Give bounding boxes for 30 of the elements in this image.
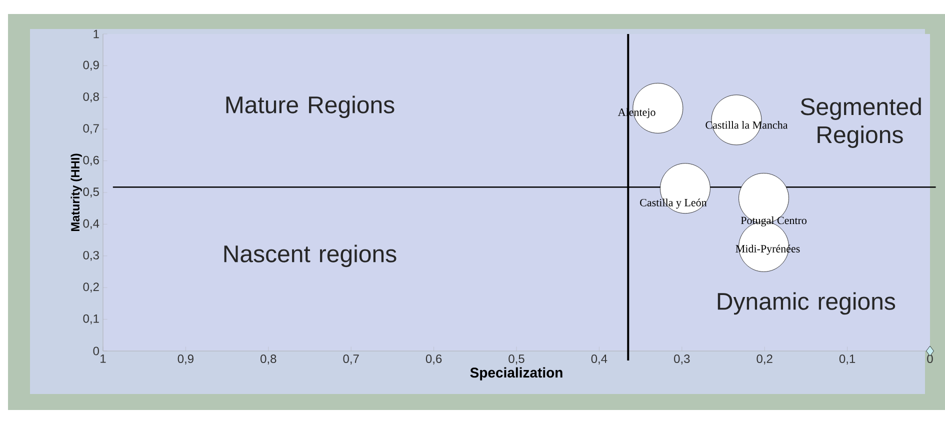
annotation: Dynamic regions [718,292,896,315]
x-tick-label: 0,1 [839,354,856,364]
x-tick-label: 0,7 [343,354,359,364]
y-tick-label: 0,2 [83,282,99,293]
annotation: Segmented Regions [800,98,921,148]
y-tick-label: 1 [94,30,99,38]
x-tick-label: 0,4 [591,354,608,364]
annotation: Mature Regions [226,96,394,118]
annotation: Castilla la Mancha [706,121,788,129]
y-tick-label: 0,1 [83,314,99,324]
x-tick-label: 0,6 [426,354,442,364]
y-tick-label: 0 [93,346,99,356]
x-tick-label: 0,3 [674,354,690,364]
x-tick-label: 0,8 [260,354,276,364]
y-tick-label: 0,9 [83,60,99,71]
x-tick-label: 0,2 [756,354,772,364]
annotation: Castilla y León [640,198,707,209]
x-tick-label: 0,5 [508,354,524,364]
x-axis-title: Specialization [470,367,562,380]
x-tick-label: 0 [927,354,933,364]
y-tick-label: 0,7 [83,124,99,134]
y-tick-label: 0,5 [83,188,99,198]
y-tick-label: 0,3 [83,250,99,261]
y-tick-label: 0,6 [83,156,99,166]
y-axis-title: Maturity (HHI) [70,154,82,232]
y-tick-label: 0,8 [83,92,99,102]
y-tick-label: 0,4 [83,219,100,230]
x-tick-label: 1 [100,354,106,363]
x-tick-label: 0,9 [178,354,194,364]
annotation: Nascent regions [224,244,396,268]
